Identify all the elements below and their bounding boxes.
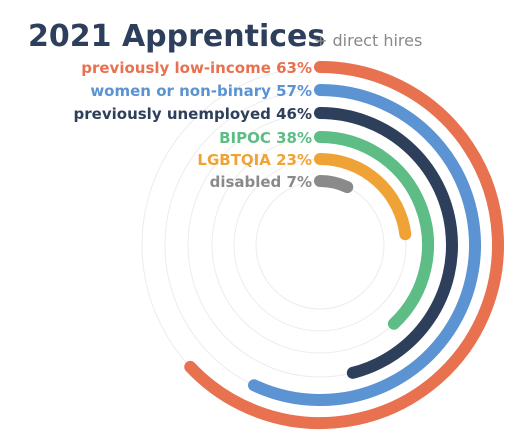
chart-subtitle: + direct hires [314,31,422,50]
arc-lgbtqia [314,153,412,241]
arc-women-or-non-binary [248,84,481,406]
arc-previously-low-income [184,61,504,429]
arc-bipoc [314,131,434,330]
label-women-or-non-binary: women or non-binary 57% [90,82,312,100]
track-ring-disabled [255,180,385,310]
series-labels: previously low-income 63% women or non-bi… [74,59,312,191]
series-arcs [184,61,504,429]
arc-disabled [314,175,354,194]
label-previously-low-income: previously low-income 63% [81,59,312,77]
label-lgbtqia: LGBTQIA 23% [197,151,312,169]
label-disabled: disabled 7% [210,173,312,191]
arc-previously-unemployed [314,107,458,379]
label-previously-unemployed: previously unemployed 46% [74,105,312,123]
label-bipoc: BIPOC 38% [219,129,312,147]
chart-title: 2021 Apprentices [28,19,325,54]
